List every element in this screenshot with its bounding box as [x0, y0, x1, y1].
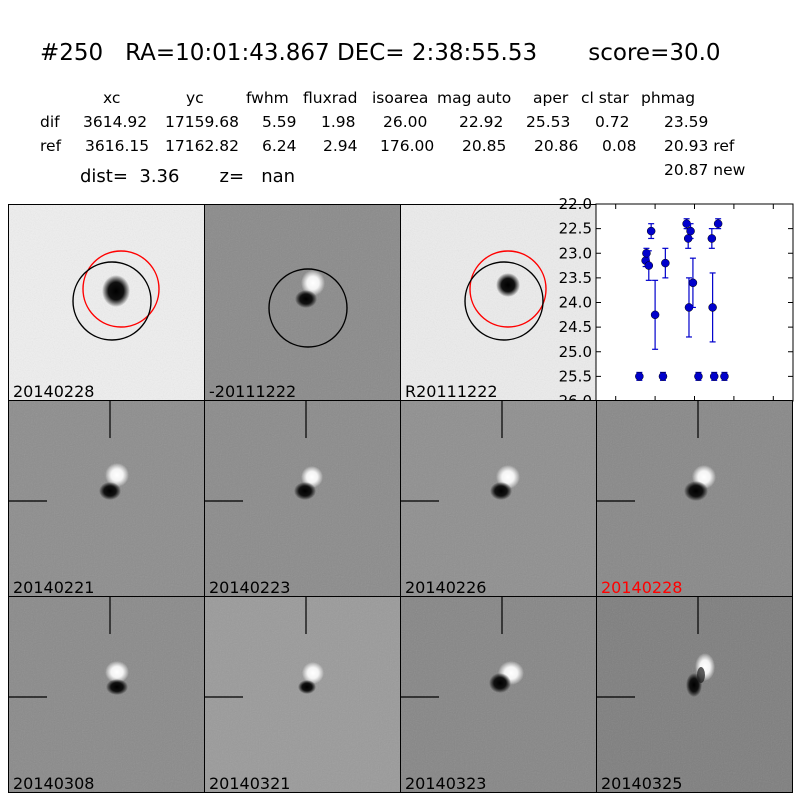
- data-point: [694, 372, 703, 381]
- epoch-panel: 20140221: [8, 400, 205, 597]
- row-label-ref: ref: [40, 137, 62, 155]
- cell-dif-mag-auto: 22.92: [459, 113, 504, 131]
- data-point: [688, 278, 698, 288]
- data-point: [644, 261, 654, 270]
- panel-label: -20111222: [209, 382, 297, 401]
- data-point: [661, 258, 670, 268]
- cell-dif-aper: 25.53: [526, 113, 571, 131]
- cell-dif-phmag: 23.59: [664, 113, 709, 131]
- distance-redshift-line: dist= 3.36 z= nan: [80, 166, 296, 187]
- reference-cutout-image: [401, 205, 596, 400]
- cell-ref-cl-star: 0.08: [602, 137, 637, 155]
- data-point: [646, 226, 656, 236]
- image-panel-science: 20140228: [8, 204, 205, 401]
- cell-dif-fluxrad: 1.98: [321, 113, 356, 131]
- col-header-fwhm: fwhm: [246, 89, 289, 107]
- panel-label-highlighted: 20140228: [601, 578, 683, 597]
- light-curve-chart: 22.022.523.023.524.024.525.025.526.0−100…: [559, 195, 794, 422]
- epoch-panel: 20140321: [204, 596, 401, 793]
- data-point: [720, 372, 729, 381]
- panel-label: 20140323: [405, 774, 487, 793]
- cell-ref-fwhm: 6.24: [262, 137, 297, 155]
- epoch-panel: 20140325: [596, 596, 793, 793]
- epoch-cutout-image: [205, 597, 400, 792]
- epoch-cutout-image: [9, 597, 204, 792]
- detection-circle: [268, 268, 348, 348]
- col-header-xc: xc: [103, 89, 121, 107]
- col-header-phmag: phmag: [641, 89, 696, 107]
- epoch-panel: 20140226: [400, 400, 597, 597]
- col-header-yc: yc: [186, 89, 204, 107]
- data-point: [650, 310, 660, 320]
- col-header-mag-auto: mag auto: [437, 89, 512, 107]
- candidate-title: #250 RA=10:01:43.867 DEC= 2:38:55.53 sco…: [40, 40, 721, 66]
- data-point: [708, 303, 717, 312]
- cell-ref-phmag: 20.93 ref: [664, 137, 735, 155]
- y-tick-label: 23.0: [559, 244, 592, 262]
- difference-cutout-image: [205, 205, 400, 400]
- epoch-cutout-image: [597, 401, 792, 596]
- epoch-panel: 20140308: [8, 596, 205, 793]
- cell-ref-mag-auto: 20.85: [462, 137, 507, 155]
- cell-dif-cl-star: 0.72: [595, 113, 630, 131]
- y-tick-label: 22.0: [559, 195, 592, 213]
- panel-label: 20140321: [209, 774, 291, 793]
- cell-ref-fluxrad: 2.94: [323, 137, 358, 155]
- data-point: [686, 226, 695, 236]
- image-panel-reference: R20111222: [400, 204, 597, 401]
- data-point: [707, 234, 717, 243]
- epoch-cutout-image: [597, 597, 792, 792]
- epoch-panel: 20140223: [204, 400, 401, 597]
- y-tick-label: 24.5: [559, 318, 592, 336]
- epoch-panel: 20140323: [400, 596, 597, 793]
- y-tick-label: 23.5: [559, 269, 592, 287]
- reference-position-circle: [82, 250, 160, 328]
- phmag-new: 20.87 new: [664, 161, 746, 179]
- cell-ref-yc: 17162.82: [165, 137, 239, 155]
- science-cutout-image: [9, 205, 204, 400]
- plot-area: [595, 203, 794, 402]
- panel-label: R20111222: [405, 382, 498, 401]
- reference-position-circle: [469, 250, 547, 328]
- epoch-cutout-image: [9, 401, 204, 596]
- panel-label: 20140308: [13, 774, 95, 793]
- data-point: [713, 219, 723, 228]
- y-tick-label: 22.5: [559, 220, 592, 238]
- cell-ref-xc: 3616.15: [85, 137, 150, 155]
- panel-label: 20140226: [405, 578, 487, 597]
- detection-circle: [72, 261, 152, 341]
- data-point: [658, 372, 668, 381]
- y-tick-label: 25.0: [559, 343, 592, 361]
- col-header-fluxrad: fluxrad: [303, 89, 358, 107]
- col-header-aper: aper: [533, 89, 569, 107]
- cell-ref-aper: 20.86: [534, 137, 579, 155]
- light-curve-svg: 22.022.523.023.524.024.525.025.526.0−100…: [559, 195, 794, 422]
- panel-label: 20140223: [209, 578, 291, 597]
- epoch-cutout-image: [401, 401, 596, 596]
- cell-ref-isoarea: 176.00: [380, 137, 435, 155]
- epoch-panel-current: 20140228: [596, 400, 793, 597]
- detection-circle: [464, 261, 544, 341]
- panel-label: 20140221: [13, 578, 95, 597]
- row-label-dif: dif: [40, 113, 60, 131]
- cell-dif-fwhm: 5.59: [262, 113, 297, 131]
- panel-label: 20140325: [601, 774, 683, 793]
- col-header-isoarea: isoarea: [372, 89, 429, 107]
- panel-label: 20140228: [13, 382, 95, 401]
- y-tick-label: 25.5: [559, 367, 592, 385]
- data-point: [709, 372, 719, 381]
- cell-dif-xc: 3614.92: [83, 113, 148, 131]
- cell-dif-isoarea: 26.00: [383, 113, 428, 131]
- epoch-cutout-image: [401, 597, 596, 792]
- data-point: [635, 372, 644, 381]
- image-panel-difference: -20111222: [204, 204, 401, 401]
- y-tick-label: 24.0: [559, 294, 592, 312]
- cell-dif-yc: 17159.68: [165, 113, 239, 131]
- col-header-cl-star: cl star: [581, 89, 629, 107]
- epoch-cutout-image: [205, 401, 400, 596]
